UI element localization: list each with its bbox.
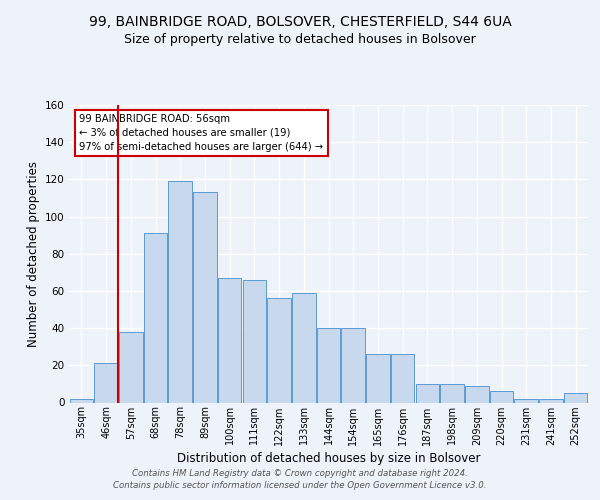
Bar — [416, 384, 439, 402]
Text: Contains public sector information licensed under the Open Government Licence v3: Contains public sector information licen… — [113, 482, 487, 490]
Bar — [514, 399, 538, 402]
Bar — [218, 278, 241, 402]
Bar — [317, 328, 340, 402]
Bar — [193, 192, 217, 402]
Y-axis label: Number of detached properties: Number of detached properties — [26, 161, 40, 347]
Bar — [564, 393, 587, 402]
Bar — [94, 364, 118, 403]
Bar — [119, 332, 143, 402]
Bar — [440, 384, 464, 402]
Bar — [292, 293, 316, 403]
Bar — [341, 328, 365, 402]
X-axis label: Distribution of detached houses by size in Bolsover: Distribution of detached houses by size … — [177, 452, 480, 464]
Bar — [366, 354, 389, 403]
Bar — [268, 298, 291, 403]
Bar — [169, 181, 192, 402]
Bar — [70, 399, 93, 402]
Bar — [391, 354, 415, 403]
Bar — [144, 234, 167, 402]
Bar — [490, 392, 513, 402]
Bar — [465, 386, 488, 402]
Text: 99 BAINBRIDGE ROAD: 56sqm
← 3% of detached houses are smaller (19)
97% of semi-d: 99 BAINBRIDGE ROAD: 56sqm ← 3% of detach… — [79, 114, 323, 152]
Text: Size of property relative to detached houses in Bolsover: Size of property relative to detached ho… — [124, 34, 476, 46]
Bar — [242, 280, 266, 402]
Bar — [539, 399, 563, 402]
Text: Contains HM Land Registry data © Crown copyright and database right 2024.: Contains HM Land Registry data © Crown c… — [132, 470, 468, 478]
Text: 99, BAINBRIDGE ROAD, BOLSOVER, CHESTERFIELD, S44 6UA: 99, BAINBRIDGE ROAD, BOLSOVER, CHESTERFI… — [89, 16, 511, 30]
